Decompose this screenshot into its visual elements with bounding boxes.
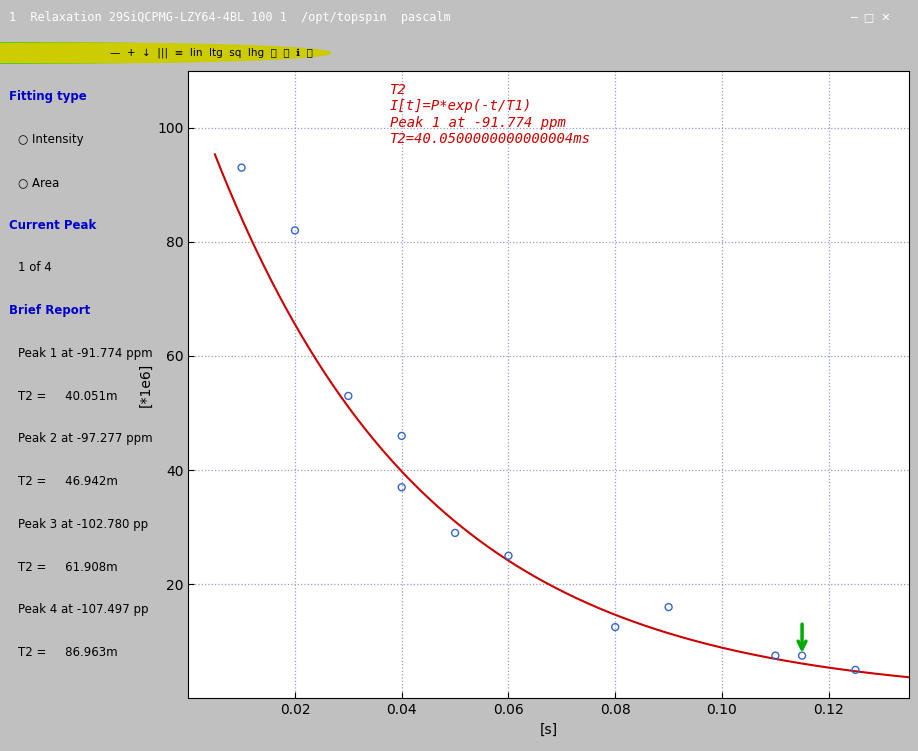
Text: T2 =     40.051m: T2 = 40.051m [18,390,118,403]
Point [848,664,863,676]
Text: 1  Relaxation 29SiQCPMG-LZY64-4BL 100 1  /opt/topspin  pascalm: 1 Relaxation 29SiQCPMG-LZY64-4BL 100 1 /… [9,11,451,24]
X-axis label: [s]: [s] [540,723,557,737]
Text: T2 =     46.942m: T2 = 46.942m [18,475,118,488]
Text: Peak 4 at -107.497 pp: Peak 4 at -107.497 pp [18,604,149,617]
Point [395,430,409,442]
Circle shape [0,43,330,63]
Text: ─  □  ✕: ─ □ ✕ [850,13,890,23]
Point [287,225,302,237]
Text: Peak 1 at -91.774 ppm: Peak 1 at -91.774 ppm [18,347,152,360]
Text: Peak 3 at -102.780 pp: Peak 3 at -102.780 pp [18,518,148,531]
Y-axis label: [*1e6]: [*1e6] [139,363,152,406]
Text: T2 =     86.963m: T2 = 86.963m [18,646,118,659]
Circle shape [0,43,275,63]
Circle shape [0,43,303,63]
Point [501,550,516,562]
Point [234,161,249,173]
Point [795,650,810,662]
Text: ○ Area: ○ Area [18,176,59,189]
Point [341,390,355,402]
Text: ○ Intensity: ○ Intensity [18,133,84,146]
Text: Fitting type: Fitting type [9,90,86,104]
Text: 1 of 4: 1 of 4 [18,261,51,274]
Text: T2 =     61.908m: T2 = 61.908m [18,561,118,574]
Point [448,527,463,539]
Text: —  +  ↓  |||  ≡  lin  ltg  sq  lhg  🖨  📋  ℹ  📊: — + ↓ ||| ≡ lin ltg sq lhg 🖨 📋 ℹ 📊 [110,48,313,58]
Text: Brief Report: Brief Report [9,304,90,317]
Text: Peak 2 at -97.277 ppm: Peak 2 at -97.277 ppm [18,433,152,445]
Point [608,621,622,633]
Text: Current Peak: Current Peak [9,219,96,231]
Point [395,481,409,493]
Text: T2
I[t]=P*exp(-t/T1)
Peak 1 at -91.774 ppm
T2=40.0500000000000004ms: T2 I[t]=P*exp(-t/T1) Peak 1 at -91.774 p… [390,83,591,146]
Point [768,650,783,662]
Point [661,601,676,613]
